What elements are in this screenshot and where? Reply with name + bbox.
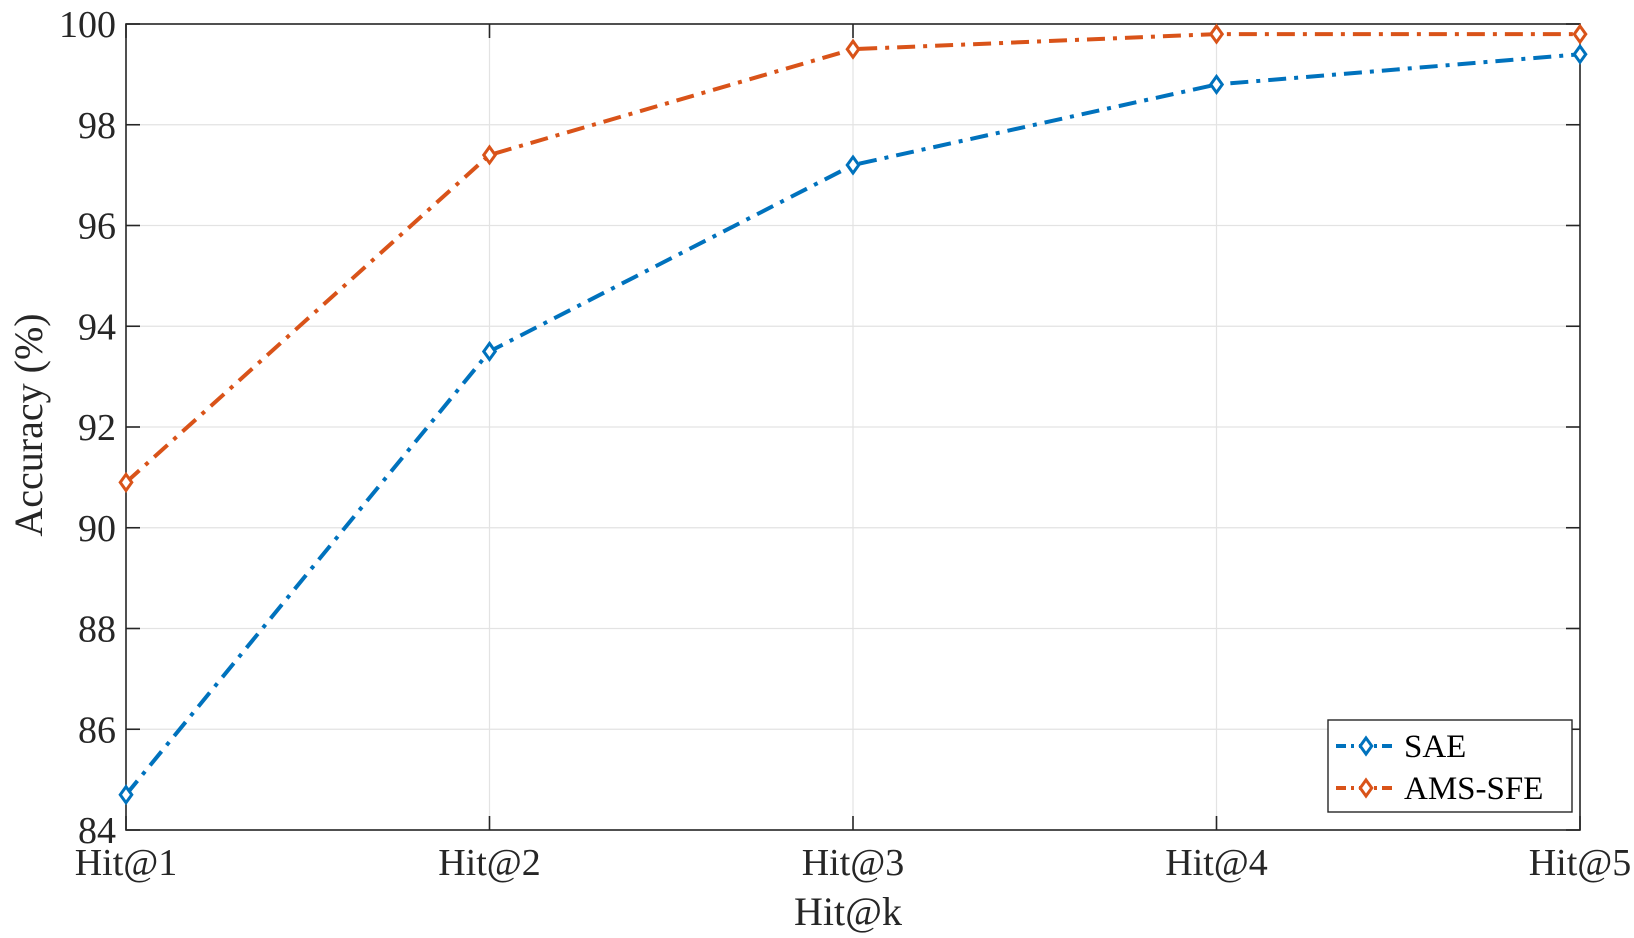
y-tick-label: 94 [78,306,116,348]
series-ams-sfe [118,23,1588,493]
legend-box [1327,719,1573,813]
x-tick-label: Hit@4 [1165,842,1268,884]
y-tick-label: 100 [59,4,116,46]
grid [125,23,1581,831]
data-point [481,144,498,166]
y-tick-label: 90 [78,508,116,550]
series-line [124,52,1581,797]
y-tick-label: 98 [78,105,116,147]
x-tick-label: Hit@5 [1529,842,1632,884]
y-tick-label: 88 [78,609,116,651]
tick-labels: 84 86 88 90 92 94 96 98 100 Hit@1 Hit@2 Hit@3 Hit@4 H… [59,4,1631,884]
y-tick-label: 96 [78,206,116,248]
data-point [481,340,498,363]
y-tick-label: 92 [78,407,116,449]
data-point [1572,23,1588,45]
y-tick-label: 84 [78,810,116,852]
axes [125,23,1581,831]
x-axis-title: Hit@k [794,889,902,934]
x-tick-label: Hit@1 [75,842,178,884]
data-point [1208,73,1225,96]
data-point [118,784,134,806]
legend: SAE AMS-SFE [1327,719,1573,813]
data-point [118,471,134,493]
legend-marker [1358,735,1374,757]
legend-label: SAE [1404,729,1466,765]
y-axis-title: Accuracy (%) [6,313,51,536]
y-tick-label: 86 [78,709,116,751]
data-point [845,38,861,60]
data-point [1572,43,1588,65]
data-point [845,154,861,176]
legend-label: AMS-SFE [1404,771,1543,807]
x-tick-label: Hit@2 [438,842,541,884]
legend-marker [1358,777,1374,799]
data-point [1208,23,1225,45]
x-tick-label: Hit@3 [802,842,905,884]
series-layer [118,23,1588,806]
series-sae [118,43,1588,806]
